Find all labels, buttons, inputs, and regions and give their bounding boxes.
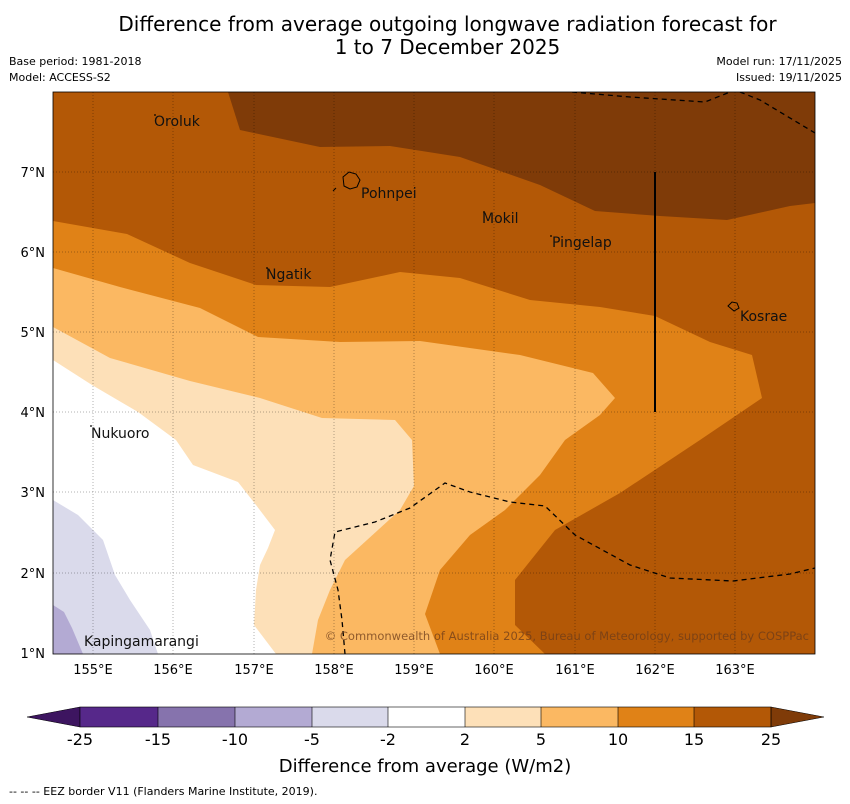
band-over-25-north [228, 92, 815, 220]
x-tick-158: 158°E [314, 663, 354, 678]
label-pohnpei: Pohnpei [361, 186, 417, 202]
map-plot: Oroluk Pohnpei Mokil Pingelap Ngatik Kos… [53, 92, 815, 654]
colorbar-frame [79, 706, 772, 728]
colorbar-tick-minus10: -10 [222, 730, 248, 749]
colorbar-tick-15: 15 [684, 730, 704, 749]
band-minus-5-minus-2 [53, 500, 158, 654]
pohnpei-island-icon [342, 171, 361, 190]
x-tick-163: 163°E [715, 663, 755, 678]
colorbar-swatch-5 [388, 707, 465, 727]
graticule [53, 92, 815, 654]
x-tick-160: 160°E [474, 663, 514, 678]
colorbar: -25 -15 -10 -5 -2 2 5 10 15 25 Differenc… [26, 706, 825, 777]
colorbar-tick-10: 10 [608, 730, 628, 749]
label-mokil: Mokil [482, 211, 519, 227]
eez-border-north [571, 92, 815, 134]
x-tick-155: 155°E [73, 663, 113, 678]
label-kapingamarangi: Kapingamarangi [84, 634, 199, 650]
band-minus-10-minus-5 [53, 605, 83, 654]
colorbar-swatch-6 [465, 707, 541, 727]
mokil-atoll-icon [483, 211, 485, 213]
y-tick-4n: 4°N [21, 406, 46, 421]
x-tick-156: 156°E [153, 663, 193, 678]
map-frame [52, 91, 816, 655]
x-tick-162: 162°E [635, 663, 675, 678]
copyright-watermark: © Commonwealth of Australia 2025, Bureau… [325, 629, 809, 643]
label-pingelap: Pingelap [552, 235, 612, 251]
map-title: Difference from average outgoing longwav… [0, 13, 850, 59]
eez-footnote: -- -- -- EEZ border V11 (Flanders Marine… [9, 785, 318, 798]
x-tick-161: 161°E [555, 663, 595, 678]
y-tick-2n: 2°N [21, 567, 46, 582]
oroluk-atoll-icon [154, 114, 156, 116]
colorbar-swatch-4 [312, 707, 388, 727]
ngatik-atoll-icon [266, 267, 268, 269]
nukuoro-atoll-icon [90, 425, 92, 427]
colorbar-title: Difference from average (W/m2) [279, 756, 571, 777]
y-tick-5n: 5°N [21, 326, 46, 341]
y-tick-7n: 7°N [21, 166, 46, 181]
meta-right: Model run: 17/11/2025 Issued: 19/11/2025 [716, 54, 842, 86]
kosrae-island-icon [727, 301, 740, 312]
colorbar-high-extension [770, 706, 825, 728]
colorbar-swatch-7 [541, 707, 618, 727]
colorbar-tick-minus25: -25 [67, 730, 93, 749]
label-kosrae: Kosrae [740, 309, 787, 325]
colorbar-tick-minus15: -15 [145, 730, 171, 749]
label-oroluk: Oroluk [154, 114, 201, 130]
issued-date: Issued: 19/11/2025 [735, 71, 842, 84]
x-tick-157: 157°E [234, 663, 274, 678]
base-period: Base period: 1981-2018 [9, 55, 142, 68]
colorbar-tick-2: 2 [460, 730, 470, 749]
pohnpei-islet-icon [332, 187, 337, 192]
x-tick-159: 159°E [394, 663, 434, 678]
colorbar-tick-minus2: -2 [380, 730, 396, 749]
colorbar-swatch-3 [235, 707, 312, 727]
colorbar-low-extension [26, 706, 81, 728]
label-ngatik: Ngatik [266, 267, 312, 283]
meta-left: Base period: 1981-2018 Model: ACCESS-S2 [9, 54, 141, 86]
pingelap-atoll-icon [550, 235, 552, 237]
y-tick-3n: 3°N [21, 486, 46, 501]
colorbar-tick-5: 5 [536, 730, 546, 749]
colorbar-swatch-8 [618, 707, 694, 727]
model-name: Model: ACCESS-S2 [9, 71, 111, 84]
y-tick-6n: 6°N [21, 246, 46, 261]
title-line-1: Difference from average outgoing longwav… [118, 12, 777, 36]
colorbar-swatch-9 [694, 707, 771, 727]
colorbar-swatch-2 [158, 707, 235, 727]
colorbar-tick-minus5: -5 [304, 730, 320, 749]
y-tick-1n: 1°N [21, 647, 46, 662]
model-run: Model run: 17/11/2025 [716, 55, 842, 68]
label-nukuoro: Nukuoro [91, 426, 149, 442]
colorbar-tick-25: 25 [761, 730, 781, 749]
colorbar-swatch-1 [80, 707, 158, 727]
title-line-2: 1 to 7 December 2025 [334, 35, 561, 59]
